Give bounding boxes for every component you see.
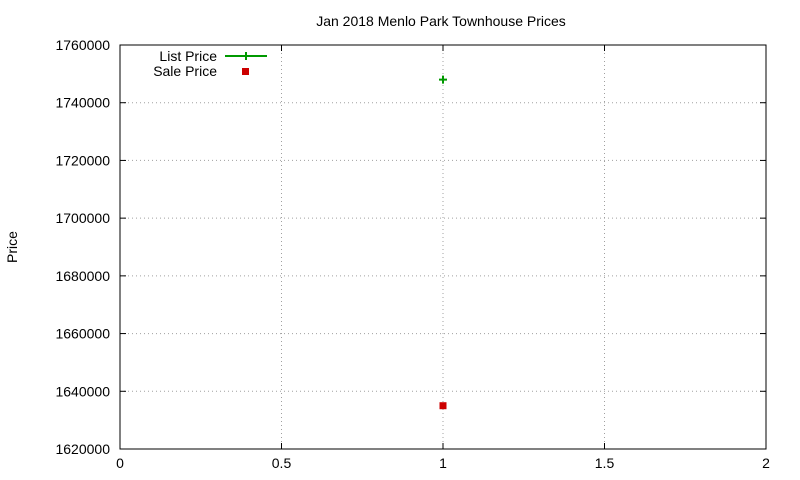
y-tick-label: 1640000: [55, 383, 110, 399]
list-price-point: [439, 75, 447, 84]
x-tick-label: 0: [116, 455, 124, 471]
y-tick-label: 1700000: [55, 210, 110, 226]
legend-item-sale-price: Sale Price: [153, 63, 249, 79]
legend-label-sale-price: Sale Price: [153, 63, 217, 79]
x-tick-label: 2: [762, 455, 770, 471]
y-tick-label: 1720000: [55, 152, 110, 168]
legend-label-list-price: List Price: [159, 48, 217, 64]
y-tick-label: 1680000: [55, 268, 110, 284]
y-tick-label: 1740000: [55, 95, 110, 111]
y-tick-label: 1620000: [55, 441, 110, 457]
y-tick-labels: 1620000 1640000 1660000 1680000 1700000 17200…: [55, 37, 110, 457]
x-tick-labels: 0 0.5 1 1.5 2: [116, 455, 770, 471]
x-tick-label: 0.5: [272, 455, 292, 471]
legend-marker-sale-price: [242, 68, 249, 75]
axis-ticks: [119, 44, 767, 450]
chart-title: Jan 2018 Menlo Park Townhouse Prices: [316, 13, 566, 29]
legend-marker-list-price: [242, 52, 250, 60]
data-points: [439, 75, 447, 410]
sale-price-point: [439, 402, 447, 410]
x-tick-label: 1: [439, 455, 447, 471]
grid: [120, 45, 766, 449]
y-tick-label: 1760000: [55, 37, 110, 53]
y-axis-label: Price: [4, 231, 20, 263]
legend-item-list-price: List Price: [159, 48, 267, 64]
x-tick-label: 1.5: [595, 455, 615, 471]
legend: List Price Sale Price: [153, 48, 267, 79]
y-tick-label: 1660000: [55, 326, 110, 342]
